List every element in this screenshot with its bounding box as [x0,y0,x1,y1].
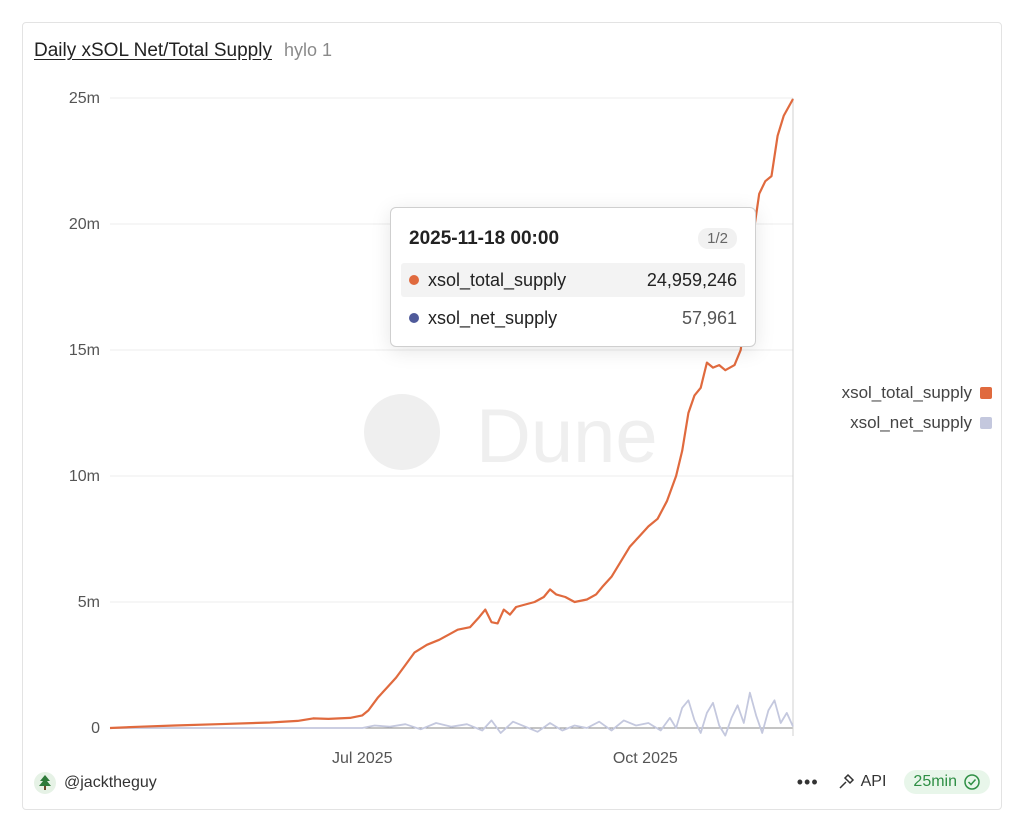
chart-title[interactable]: Daily xSOL Net/Total Supply [34,40,272,61]
footer-actions: ••• API 25min [797,770,990,794]
y-tick-label: 5m [78,594,100,611]
chart-card [22,22,1002,810]
legend-item-total[interactable]: xsol_total_supply [842,378,992,408]
series-line-xsol-total-supply [109,98,794,730]
chart-subtitle: hylo 1 [283,40,333,60]
check-circle-icon [964,774,980,790]
tooltip-date: 2025-11-18 00:00 [409,228,560,249]
tooltip-series-value: 57,961 [681,307,737,328]
header: Daily xSOL Net/Total Supply hylo 1 [34,40,332,62]
refresh-badge[interactable]: 25min [904,770,990,794]
legend-label: xsol_total_supply [841,383,972,402]
chart-legend: xsol_total_supply xsol_net_supply [842,378,992,438]
more-options-button[interactable]: ••• [796,771,819,792]
dune-logo-watermark: Dune [364,394,658,479]
tooltip-page-indicator[interactable]: 1/2 [698,228,737,249]
plug-icon [839,773,854,789]
chart-tooltip: 2025-11-18 00:00 1/2 xsol_total_supply 2… [390,207,756,347]
tooltip-series-name: xsol_total_supply [428,269,567,290]
y-tick-label: 15m [69,342,100,359]
tooltip-series-name: xsol_net_supply [428,307,558,328]
total-dot-icon [409,275,419,285]
legend-label: xsol_net_supply [850,413,972,432]
watermark-text: Dune [476,394,658,479]
api-label: API [860,773,887,790]
tooltip-series-value: 24,959,246 [646,269,737,290]
dune-logo-icon [364,394,440,470]
tooltip-row-net: xsol_net_supply 57,961 [401,301,745,335]
tooltip-row-total: xsol_total_supply 24,959,246 [401,263,745,297]
tree-avatar-icon [34,772,56,794]
y-tick-label: 20m [69,216,100,233]
y-tick-label: 0 [91,720,100,737]
author-link[interactable]: @jacktheguy [34,772,157,794]
author-name: @jacktheguy [64,774,157,791]
legend-swatch-icon [980,417,992,429]
api-button[interactable]: API [837,773,887,791]
x-tick-label: Oct 2025 [613,750,678,767]
refresh-label: 25min [913,773,957,790]
x-tick-label: Jul 2025 [332,750,393,767]
y-tick-label: 25m [69,90,100,107]
series-line-xsol-net-supply [110,691,794,737]
legend-item-net[interactable]: xsol_net_supply [842,408,992,438]
net-dot-icon [409,313,419,323]
y-tick-label: 10m [69,468,100,485]
footer: @jacktheguy ••• API 25min [34,770,990,800]
legend-swatch-icon [980,387,992,399]
